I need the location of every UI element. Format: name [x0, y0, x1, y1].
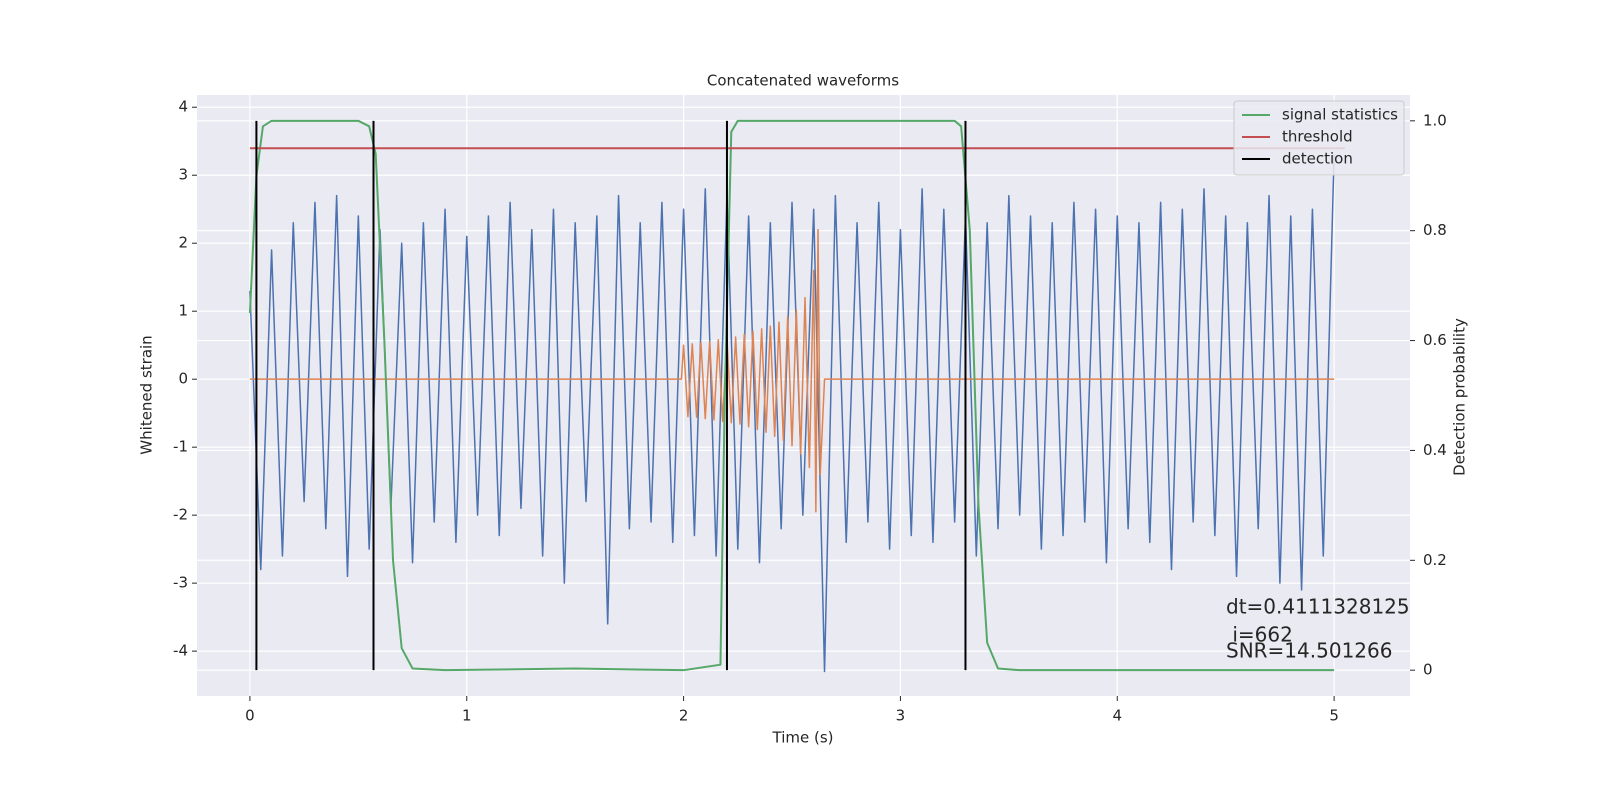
marks [248, 119, 1345, 673]
axes: 0 1 2 3 4 5 -4 -3 -2 -1 0 1 2 3 4 0 0.2 0.4 0.6 0.8 1.0 [173, 98, 1447, 725]
x-axis-label: Time (s) [772, 729, 834, 747]
y2-tick-label: 0.4 [1423, 441, 1447, 459]
y-tick-label: -4 [173, 642, 188, 660]
legend-box [1233, 100, 1405, 176]
y-tick-label: -3 [173, 574, 188, 592]
y-tick-label: 3 [178, 166, 188, 184]
x-tick-label: 0 [245, 707, 255, 725]
plot-area [197, 95, 1410, 696]
x-tick-label: 1 [462, 707, 472, 725]
y-tick-label: -1 [173, 438, 188, 456]
legend: signal statistics threshold detection [1233, 100, 1405, 176]
chart-title: Concatenated waveforms [707, 72, 899, 90]
annotation: dt=0.4111328125 [1226, 595, 1410, 619]
series-line [249, 228, 1335, 513]
series-line [249, 154, 1335, 673]
y2-tick-label: 1.0 [1423, 111, 1447, 129]
y-axis-label: Whitened strain [138, 335, 156, 454]
y2-tick-label: 0.6 [1423, 331, 1447, 349]
y2-tick-label: 0.2 [1423, 551, 1447, 569]
x-tick-label: 5 [1329, 707, 1339, 725]
x-tick-label: 2 [679, 707, 689, 725]
y-tick-label: 2 [178, 234, 188, 252]
y2-tick-label: 0.8 [1423, 221, 1447, 239]
y-tick-label: -2 [173, 506, 188, 524]
x-tick-label: 3 [896, 707, 906, 725]
y-tick-label: 0 [178, 370, 188, 388]
y-tick-label: 4 [178, 98, 188, 116]
y-tick-label: 1 [178, 302, 188, 320]
x-tick-label: 4 [1112, 707, 1122, 725]
series-line [248, 119, 1335, 672]
y2-tick-label: 0 [1423, 661, 1433, 679]
annotation: SNR=14.501266 [1226, 639, 1392, 663]
legend-label: signal statistics [1282, 106, 1398, 124]
annotation: i=662 [1226, 623, 1293, 647]
legend-label: threshold [1282, 128, 1353, 146]
y2-axis-label: Detection probability [1451, 318, 1469, 476]
legend-label: detection [1282, 150, 1353, 168]
